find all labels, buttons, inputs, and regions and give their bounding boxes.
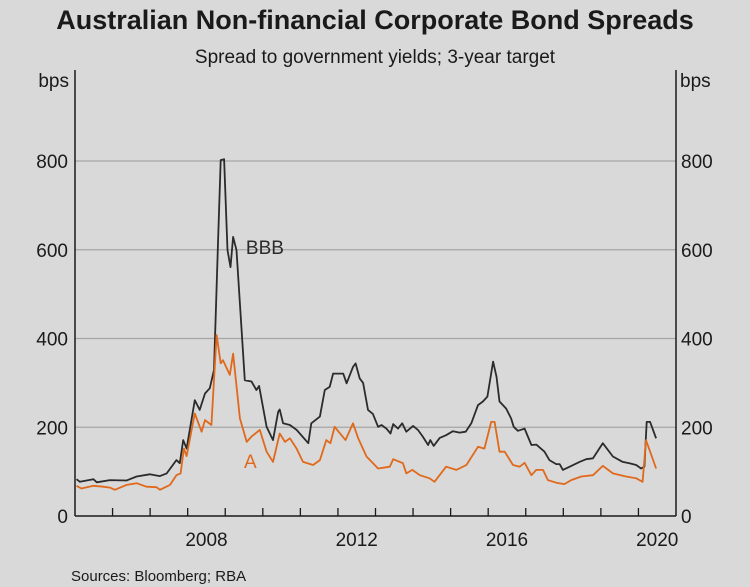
- y-tick-label-right-800: 800: [681, 152, 713, 173]
- x-tick-label-2012: 2012: [336, 530, 378, 551]
- y-tick-label-left-800: 800: [36, 152, 68, 173]
- x-tick-label-2008: 2008: [185, 530, 227, 551]
- series-label-bbb: BBB: [246, 238, 284, 259]
- y-axis-label-left: bps: [38, 71, 69, 92]
- y-axis-label-right: bps: [680, 71, 711, 92]
- y-tick-label-left-400: 400: [36, 330, 68, 351]
- y-tick-label-right-200: 200: [681, 418, 713, 439]
- x-tick-label-2016: 2016: [486, 530, 528, 551]
- series-line-bbb: [75, 158, 657, 484]
- chart-subtitle: Spread to government yields; 3-year targ…: [195, 47, 556, 68]
- y-tick-label-right-600: 600: [681, 241, 713, 262]
- source-note: Sources: Bloomberg; RBA: [71, 568, 246, 585]
- series-line-a: [76, 334, 657, 491]
- chart-title: Australian Non-financial Corporate Bond …: [56, 5, 694, 35]
- y-tick-label-right-400: 400: [681, 330, 713, 351]
- series-label-a: A: [244, 452, 257, 473]
- x-tick-label-2020: 2020: [636, 530, 678, 551]
- y-tick-label-left-0: 0: [57, 507, 68, 528]
- y-tick-label-left-200: 200: [36, 418, 68, 439]
- y-tick-label-left-600: 600: [36, 241, 68, 262]
- y-tick-label-right-0: 0: [681, 507, 692, 528]
